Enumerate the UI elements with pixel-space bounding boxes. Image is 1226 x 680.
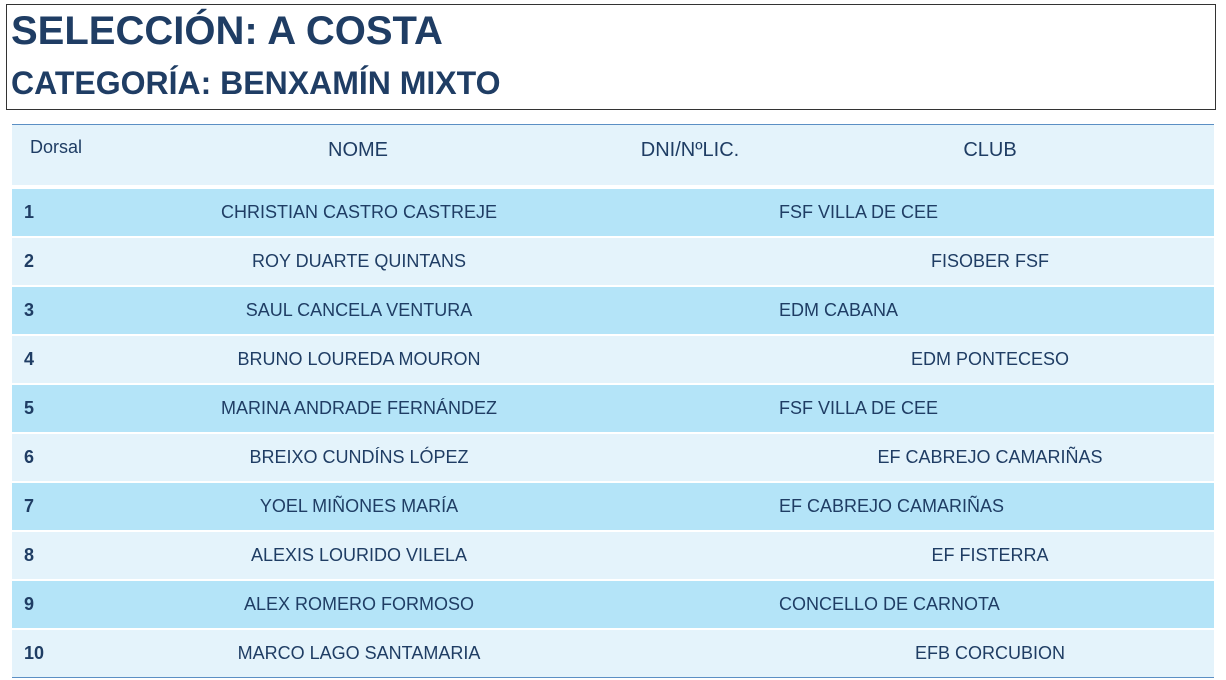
table-row: 9 ALEX ROMERO FORMOSO CONCELLO DE CARNOT… [12,579,1214,628]
table-row: 8 ALEXIS LOURIDO VILELA EF FISTERRA [12,530,1214,579]
player-name-cell: MARCO LAGO SANTAMARIA [237,643,481,663]
table-row: 10 MARCO LAGO SANTAMARIA EFB CORCUBION [12,628,1214,677]
player-name-cell: ALEXIS LOURIDO VILELA [250,545,468,565]
column-header-dni: DNI/NºLIC. [640,139,740,161]
dorsal-cell: 9 [24,594,35,614]
table-row: 4 BRUNO LOUREDA MOURON EDM PONTECESO [12,334,1214,383]
player-name-cell: ROY DUARTE QUINTANS [251,251,467,271]
category-title: CATEGORÍA: BENXAMÍN MIXTO [11,65,501,101]
club-cell: FISOBER FSF [930,251,1049,271]
table-row: 3 SAUL CANCELA VENTURA EDM CABANA [12,285,1214,334]
club-cell: EF CABREJO CAMARIÑAS [779,496,1005,516]
club-cell: EDM CABANA [779,300,899,320]
player-name-cell: ALEX ROMERO FORMOSO [243,594,475,614]
dorsal-cell: 1 [24,202,35,222]
title-box: SELECCIÓN: A COSTA CATEGORÍA: BENXAMÍN M… [6,4,1216,110]
club-cell: FSF VILLA DE CEE [779,202,939,222]
player-name-cell: CHRISTIAN CASTRO CASTREJE [220,202,498,222]
dorsal-cell: 10 [24,643,45,663]
column-header-dorsal: Dorsal [30,137,83,157]
table-row: 7 YOEL MIÑONES MARÍA EF CABREJO CAMARIÑA… [12,481,1214,530]
player-name-cell: BRUNO LOUREDA MOURON [237,349,481,369]
roster-table: Dorsal NOME DNI/NºLIC. CLUB 1 CHRISTIAN … [12,124,1214,678]
club-cell: EFB CORCUBION [914,643,1065,663]
player-name-cell: YOEL MIÑONES MARÍA [259,496,459,516]
dorsal-cell: 7 [24,496,35,516]
table-row: 1 CHRISTIAN CASTRO CASTREJE FSF VILLA DE… [12,187,1214,236]
club-cell: CONCELLO DE CARNOTA [779,594,1000,614]
table-row: 2 ROY DUARTE QUINTANS FISOBER FSF [12,236,1214,285]
dorsal-cell: 6 [24,447,35,467]
dorsal-cell: 2 [24,251,35,271]
player-name-cell: SAUL CANCELA VENTURA [245,300,473,320]
player-name-cell: MARINA ANDRADE FERNÁNDEZ [220,398,498,418]
dorsal-cell: 8 [24,545,35,565]
column-header-nome: NOME [328,139,388,161]
page-title: SELECCIÓN: A COSTA [11,9,443,53]
column-header-club: CLUB [963,139,1017,161]
table-row: 6 BREIXO CUNDÍNS LÓPEZ EF CABREJO CAMARI… [12,432,1214,481]
table-header: Dorsal NOME DNI/NºLIC. CLUB [12,125,1214,187]
dorsal-cell: 5 [24,398,35,418]
club-cell: EDM PONTECESO [910,349,1070,369]
club-cell: EF CABREJO CAMARIÑAS [877,447,1103,467]
player-name-cell: BREIXO CUNDÍNS LÓPEZ [249,447,469,467]
dorsal-cell: 3 [24,300,35,320]
dorsal-cell: 4 [24,349,35,369]
club-cell: EF FISTERRA [931,545,1049,565]
table-row: 5 MARINA ANDRADE FERNÁNDEZ FSF VILLA DE … [12,383,1214,432]
club-cell: FSF VILLA DE CEE [779,398,939,418]
